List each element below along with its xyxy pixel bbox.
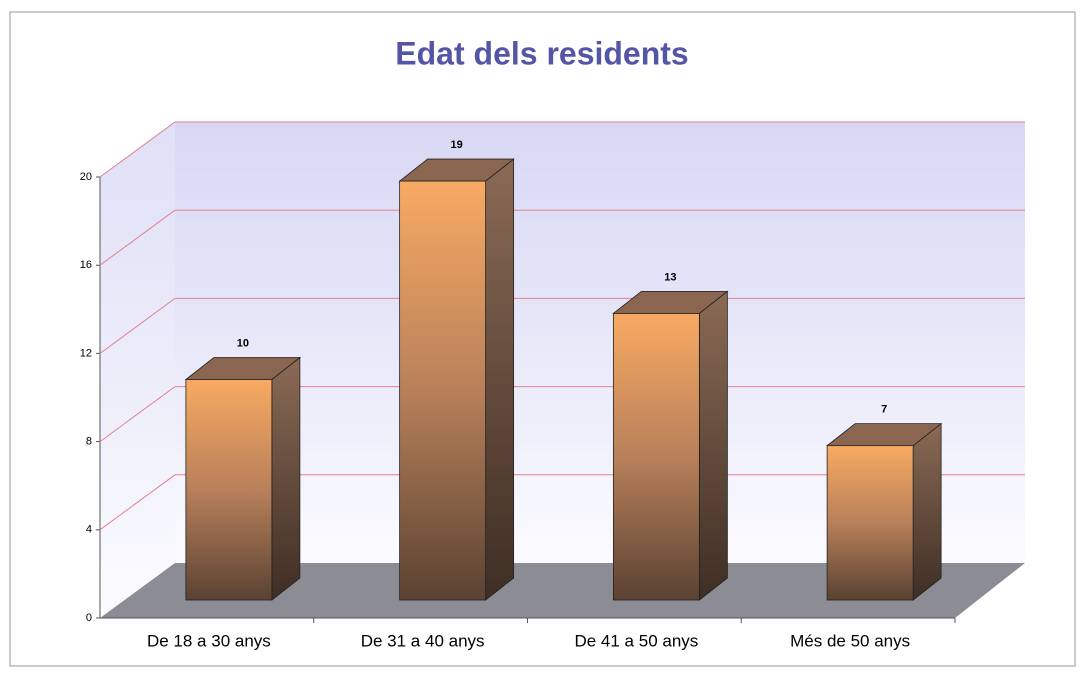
value-label: 7	[881, 404, 887, 416]
x-tick-label: De 18 a 30 anys	[147, 631, 271, 650]
chart-title: Edat dels residents	[395, 35, 688, 71]
side-wall	[100, 122, 175, 618]
x-tick-label: Més de 50 anys	[790, 631, 910, 650]
y-tick-label: 0	[86, 612, 92, 624]
frame	[9, 11, 1076, 667]
bar	[399, 180, 487, 601]
bar-top	[184, 357, 302, 380]
bar-top	[825, 423, 943, 447]
y-tick-label: 8	[86, 436, 92, 448]
bar-top	[398, 158, 515, 182]
bar-side	[912, 422, 942, 601]
floor	[100, 563, 1025, 618]
bar	[612, 312, 700, 601]
bar-side	[485, 158, 515, 601]
grid-line	[99, 209, 176, 266]
y-tick-label: 4	[86, 524, 92, 536]
y-tick-label: 12	[80, 347, 92, 359]
value-label: 13	[664, 271, 676, 283]
grid-line	[99, 386, 176, 443]
bar-top	[612, 290, 729, 314]
bar-side	[698, 290, 728, 601]
value-label: 10	[237, 337, 249, 349]
y-tick-label: 16	[80, 259, 92, 271]
x-tick-label: De 41 a 50 anys	[574, 631, 698, 650]
bar	[185, 379, 273, 601]
x-tick-label: De 31 a 40 anys	[361, 631, 485, 650]
y-tick-label: 20	[80, 171, 92, 183]
grid-line	[99, 121, 176, 178]
bar-side	[271, 356, 301, 601]
grid-line	[99, 474, 176, 531]
grid-line	[99, 297, 176, 354]
bar	[826, 445, 914, 601]
value-label: 19	[451, 139, 463, 151]
